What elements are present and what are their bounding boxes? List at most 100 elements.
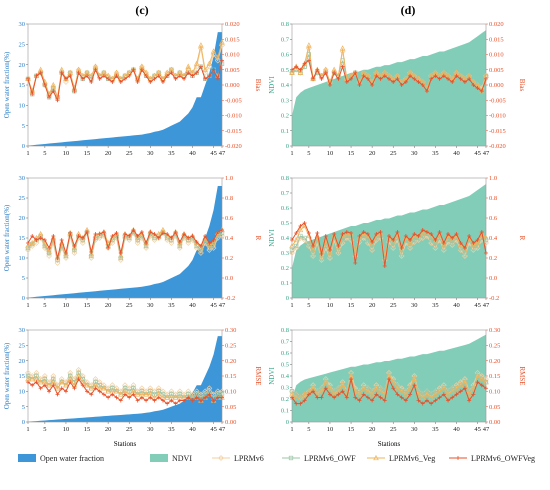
- point-v6: [172, 391, 179, 398]
- point-v6owfveg: [336, 244, 341, 248]
- left-axis-label: NDVI: [268, 229, 276, 247]
- point-v6owfveg: [399, 83, 404, 87]
- point-v6owf: [429, 392, 434, 397]
- point-v6veg: [415, 391, 422, 397]
- left-axis-label: NDVI: [268, 367, 276, 385]
- point-v6veg: [297, 226, 304, 233]
- point-v6veg: [432, 391, 439, 397]
- left-tick-label: 25: [19, 195, 26, 202]
- point-v6owfveg: [165, 73, 170, 78]
- left-tick-label: 25: [19, 42, 26, 49]
- point-v6owfveg: [42, 383, 47, 388]
- right-tick-label: 0.8: [489, 195, 497, 202]
- point-v6owfveg: [370, 240, 375, 244]
- point-v6owfveg: [306, 392, 311, 397]
- point-v6owfveg: [34, 73, 39, 78]
- x-tick-label: 10: [63, 426, 70, 433]
- point-v6: [457, 379, 464, 386]
- point-v6veg: [293, 394, 299, 400]
- left-tick-label: 0.5: [281, 362, 289, 369]
- point-v6veg: [134, 391, 141, 397]
- legend-label-owf: Open water fraction: [40, 454, 104, 463]
- point-v6owfveg: [34, 238, 39, 242]
- x-tick-label: 40: [453, 302, 460, 309]
- point-v6veg: [113, 388, 120, 394]
- point-v6veg: [71, 244, 78, 251]
- point-v6owfveg: [450, 236, 455, 240]
- point-v6owfveg: [353, 261, 358, 265]
- point-v6: [335, 250, 342, 256]
- point-v6veg: [403, 391, 409, 397]
- point-v6owf: [177, 243, 182, 249]
- point-v6owfveg: [395, 230, 400, 234]
- point-v6veg: [365, 388, 371, 394]
- point-v6owf: [131, 386, 136, 391]
- point-v6owf: [25, 373, 31, 379]
- point-v6: [29, 373, 36, 379]
- point-v6owfveg: [177, 73, 182, 78]
- point-v6: [130, 382, 137, 389]
- point-v6owfveg: [374, 73, 379, 78]
- legend-item-v6: LPRMv6: [212, 454, 264, 463]
- point-v6: [71, 250, 78, 256]
- right-axis-label: Bias: [254, 79, 262, 92]
- point-v6owfveg: [319, 76, 324, 81]
- point-v6owfveg: [479, 383, 484, 388]
- x-tick-label: 25: [390, 302, 397, 309]
- point-v6owfveg: [118, 251, 123, 255]
- point-v6owfveg: [85, 389, 90, 394]
- x-tick-label: 35: [432, 150, 439, 157]
- point-v6owfveg: [30, 383, 35, 388]
- left-tick-label: 0.6: [281, 52, 290, 59]
- point-v6owfveg: [429, 401, 434, 406]
- point-v6owfveg: [106, 395, 111, 400]
- right-tick-label: 0.15: [225, 373, 236, 380]
- point-v6veg: [453, 385, 460, 391]
- point-v6owfveg: [156, 395, 161, 400]
- point-v6owfveg: [198, 64, 203, 69]
- left-tick-label: 0.2: [281, 396, 289, 403]
- right-tick-label: 0.30: [225, 327, 236, 334]
- legend-label-v6owfveg: LPRMv6_OWFVeg: [471, 454, 535, 463]
- left-tick-label: 15: [19, 82, 26, 89]
- x-tick-label: 20: [369, 302, 376, 309]
- point-v6owfveg: [302, 221, 307, 225]
- point-v6: [160, 388, 166, 395]
- left-tick-label: 0.7: [281, 190, 290, 197]
- point-v6owfveg: [59, 70, 64, 75]
- left-tick-label: 20: [19, 215, 26, 222]
- point-v6owfveg: [30, 234, 35, 238]
- point-v6owfveg: [302, 398, 307, 403]
- right-tick-label: 0.20: [489, 358, 500, 365]
- left-axis-label: Open water fraction(%): [3, 204, 11, 271]
- point-v6veg: [143, 391, 149, 397]
- point-v6owfveg: [458, 76, 463, 81]
- x-tick-label: 1: [26, 150, 29, 157]
- point-v6owfveg: [471, 241, 476, 245]
- point-v6owfveg: [420, 401, 425, 406]
- point-v6: [310, 382, 316, 389]
- point-v6veg: [118, 252, 124, 259]
- point-v6owfveg: [374, 392, 379, 397]
- point-v6owfveg: [63, 76, 68, 81]
- point-v6owfveg: [433, 238, 438, 242]
- point-v6veg: [407, 385, 413, 391]
- point-v6veg: [301, 391, 308, 397]
- left-tick-label: 0.1: [281, 128, 289, 135]
- left-tick-label: 0.1: [281, 408, 289, 415]
- point-v6owfveg: [169, 236, 174, 240]
- point-v6owfveg: [220, 58, 224, 63]
- right-tick-label: -0.005: [225, 97, 242, 104]
- right-tick-label: -0.015: [225, 128, 242, 135]
- x-tick-label: 1: [290, 150, 293, 157]
- point-v6veg: [164, 394, 170, 400]
- point-v6owfveg: [387, 234, 391, 238]
- point-v6veg: [449, 388, 456, 394]
- point-v6: [462, 376, 468, 382]
- point-v6veg: [419, 394, 426, 400]
- point-v6: [453, 382, 460, 389]
- point-v6owfveg: [475, 86, 480, 91]
- point-v6owfveg: [370, 398, 375, 403]
- point-v6veg: [88, 250, 95, 257]
